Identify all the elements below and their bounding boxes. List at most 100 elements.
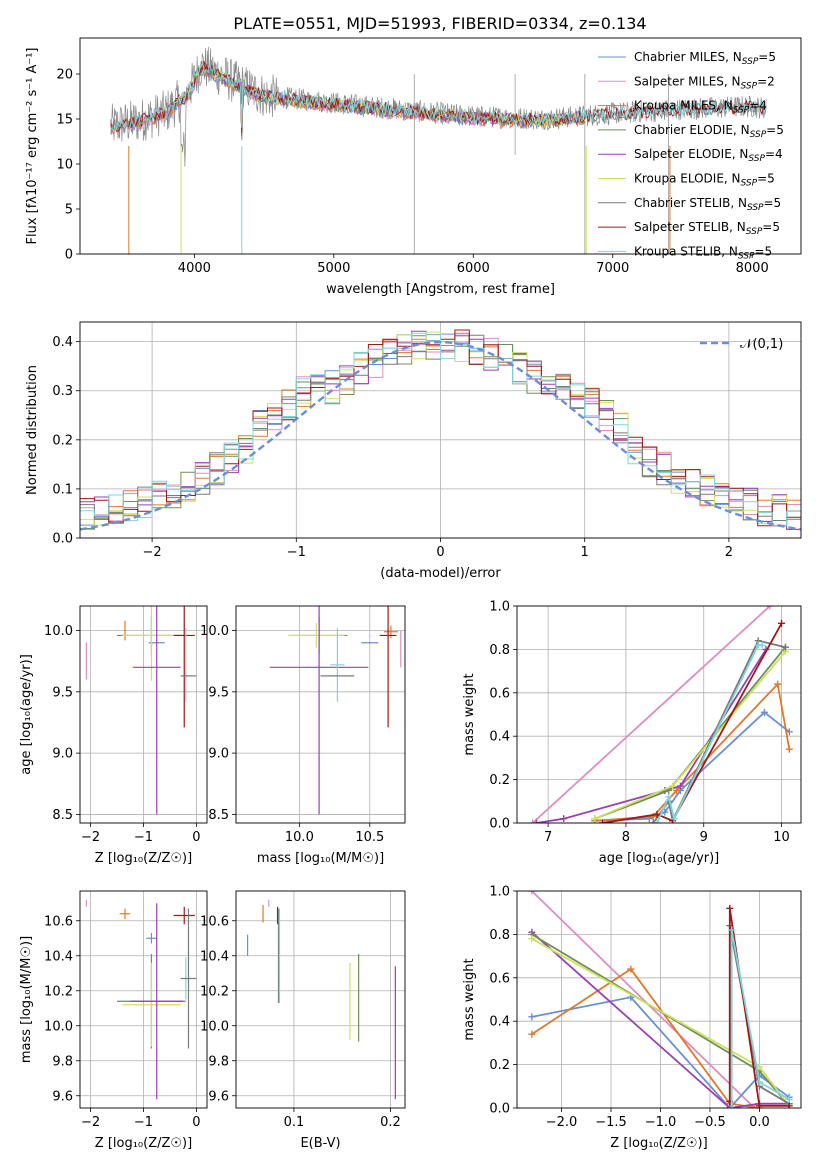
x-tick-label: 8 bbox=[622, 830, 630, 845]
x-axis-label: E(B-V) bbox=[300, 1136, 340, 1151]
errorbar-kroupa-miles bbox=[383, 625, 398, 638]
y-tick-label: 9.8 bbox=[208, 1054, 229, 1069]
errorbar-chabrier-stelib bbox=[180, 908, 197, 1049]
errorbar-salpeter-elodie bbox=[269, 606, 369, 815]
weight-marker bbox=[785, 745, 793, 753]
legend-label: Salpeter MILES, NSSP=2 bbox=[634, 74, 775, 91]
errorbar-salpeter-elodie bbox=[132, 606, 181, 815]
weight-marker bbox=[653, 819, 661, 823]
y-tick-label: 0.2 bbox=[489, 1058, 510, 1073]
y-tick-label: 9.6 bbox=[52, 1089, 73, 1104]
weights-chabrier-elodie bbox=[591, 643, 789, 823]
weight-marker bbox=[781, 643, 789, 651]
x-tick-label: −0.5 bbox=[694, 1115, 726, 1130]
y-tick-label: 20 bbox=[56, 68, 73, 83]
y-tick-label: 10.2 bbox=[44, 984, 73, 999]
weight-marker bbox=[726, 904, 734, 912]
spectrum-panel: 4000 5000 6000 7000 8000 0 5 10 15 20 wavelength [… bbox=[25, 37, 802, 297]
weight-marker bbox=[532, 819, 540, 823]
legend-label: Chabrier MILES, NSSP=5 bbox=[634, 50, 776, 67]
y-tick-label: 10.6 bbox=[44, 914, 73, 929]
y-tick-label: 10.0 bbox=[44, 624, 73, 639]
weight-marker bbox=[676, 782, 684, 790]
axes-frame bbox=[79, 605, 208, 824]
weight-marker bbox=[669, 782, 677, 790]
y-tick-label: 10.0 bbox=[200, 624, 229, 639]
y-tick-label: 0.3 bbox=[52, 384, 73, 399]
grid bbox=[236, 606, 405, 823]
axes-frame bbox=[516, 605, 802, 824]
axes-frame bbox=[79, 321, 802, 539]
spectrum-legend: Chabrier MILES, NSSP=5 Salpeter MILES, NS… bbox=[598, 50, 784, 261]
mass-vs-metallicity-panel: −2 −1 0 9.6 9.8 10.0 10.2 10.4 10.6 Z [log₁₀(Z/Z☉… bbox=[19, 890, 208, 1151]
weight-marker bbox=[599, 819, 607, 823]
x-tick-label: 10.0 bbox=[285, 830, 314, 845]
x-tick-label: −1 bbox=[134, 1115, 153, 1130]
y-tick-label: 0.1 bbox=[52, 482, 73, 497]
y-tick-label: 1.0 bbox=[489, 885, 510, 900]
weight-vs-metallicity-panel: −2.0 −1.5 −1.0 −0.5 0.0 0.0 0.2 0.4 0.6 0.8 1.0 Z [… bbox=[462, 885, 802, 1151]
x-axis-label: Z [log₁₀(Z/Z☉)] bbox=[610, 1136, 707, 1151]
x-axis-label: Z [log₁₀(Z/Z☉)] bbox=[95, 1136, 192, 1151]
errorbar-salpeter-stelib bbox=[173, 606, 195, 728]
x-axis-label: age [log₁₀(age/yr)] bbox=[599, 851, 720, 866]
axes-frame bbox=[79, 890, 208, 1109]
errorbar-kroupa-elodie bbox=[122, 962, 181, 1047]
y-tick-label: 8.5 bbox=[52, 808, 73, 823]
y-tick-label: 9.5 bbox=[208, 685, 229, 700]
age-vs-metallicity-panel: −2 −1 0 8.5 9.0 9.5 10.0 Z [log₁₀(Z/Z☉)] age [lo… bbox=[19, 605, 208, 866]
x-tick-label: 2 bbox=[725, 545, 733, 560]
weights-salpeter-miles bbox=[529, 606, 774, 823]
x-tick-label: −1 bbox=[287, 545, 306, 560]
x-tick-label: −1.5 bbox=[595, 1115, 627, 1130]
x-tick-label: −2 bbox=[81, 830, 100, 845]
errorbar-chabrier-miles bbox=[146, 933, 157, 944]
x-tick-label: 0.0 bbox=[749, 1115, 770, 1130]
y-tick-label: 0.2 bbox=[52, 433, 73, 448]
x-axis-label: mass [log₁₀(M/M☉)] bbox=[257, 851, 384, 866]
weight-marker bbox=[758, 641, 766, 649]
y-tick-label: 0.6 bbox=[489, 686, 510, 701]
y-tick-label: 10.6 bbox=[200, 914, 229, 929]
x-tick-label: −2.0 bbox=[546, 1115, 578, 1130]
axes-frame bbox=[516, 890, 802, 1109]
weight-vs-age-panel: 7 8 9 10 0.0 0.2 0.4 0.6 0.8 1.0 age [log₁₀(age/yr… bbox=[462, 600, 802, 866]
x-tick-label: 8000 bbox=[736, 261, 769, 276]
plot-area bbox=[269, 606, 402, 815]
y-tick-label: 10.4 bbox=[200, 949, 229, 964]
legend-label: Chabrier STELIB, NSSP=5 bbox=[634, 196, 781, 213]
x-tick-label: 7 bbox=[544, 830, 552, 845]
weight-marker bbox=[755, 1102, 763, 1108]
weights-salpeter-stelib bbox=[599, 619, 786, 823]
weight-marker bbox=[560, 815, 568, 823]
errorbar-salpeter-stelib bbox=[379, 606, 397, 728]
legend-label: Salpeter ELODIE, NSSP=4 bbox=[634, 147, 783, 164]
residuals-panel: −2 −1 0 1 2 0.0 0.1 0.2 0.3 0.4 (data-model)/error… bbox=[25, 321, 802, 581]
x-tick-label: 10.5 bbox=[355, 830, 384, 845]
plot-area bbox=[85, 899, 197, 1100]
x-tick-label: 4000 bbox=[178, 261, 211, 276]
y-axis-label: mass [log₁₀(M/M☉)] bbox=[19, 936, 34, 1063]
grid bbox=[236, 891, 405, 1108]
weight-marker bbox=[528, 1013, 536, 1021]
x-tick-label: 0.2 bbox=[380, 1115, 401, 1130]
y-tick-label: 0.4 bbox=[52, 335, 73, 350]
x-tick-label: 6000 bbox=[457, 261, 490, 276]
weight-marker bbox=[750, 1104, 758, 1108]
x-tick-label: −1 bbox=[134, 830, 153, 845]
mass-vs-ebv-panel: 0.1 0.2 9.6 9.8 10.0 10.2 10.4 10.6 E(B-V) bbox=[200, 890, 406, 1151]
weight-marker bbox=[728, 1104, 736, 1108]
y-tick-label: 9.6 bbox=[208, 1089, 229, 1104]
x-axis-label: Z [log₁₀(Z/Z☉)] bbox=[95, 851, 192, 866]
plot-area bbox=[529, 606, 793, 823]
weights-kroupa-miles bbox=[528, 965, 763, 1108]
weight-marker bbox=[766, 606, 774, 610]
y-tick-label: 9.8 bbox=[52, 1054, 73, 1069]
y-tick-label: 10 bbox=[56, 158, 73, 173]
y-tick-label: 0.0 bbox=[489, 817, 510, 832]
y-axis-label: mass weight bbox=[462, 673, 477, 755]
model-kroupa-stelib bbox=[110, 61, 767, 132]
weights-salpeter-miles bbox=[528, 891, 758, 1108]
x-axis-label: (data-model)/error bbox=[380, 566, 501, 581]
plot-area bbox=[246, 899, 396, 1100]
